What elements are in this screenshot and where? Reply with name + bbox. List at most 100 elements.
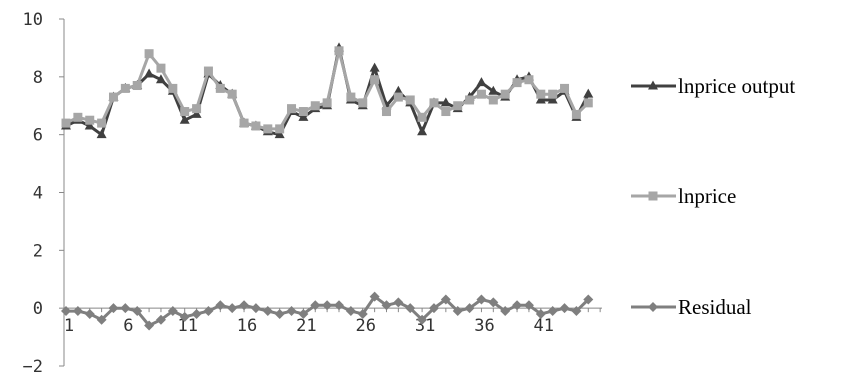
data-point-residual	[250, 303, 261, 314]
data-point-residual	[262, 306, 273, 317]
data-point-lnprice	[393, 92, 403, 102]
data-point-residual	[322, 300, 333, 311]
x-tick-label: 41	[534, 316, 554, 336]
data-point-residual	[203, 306, 214, 317]
series-line-lnprice	[65, 49, 590, 131]
data-point-lnprice-output	[179, 114, 190, 124]
data-point-lnprice-output	[369, 62, 380, 72]
data-point-lnprice	[287, 104, 297, 114]
data-point-residual	[286, 306, 297, 317]
legend-item-lnprice: lnprice	[631, 184, 736, 208]
legend-item-residual: Residual	[631, 295, 752, 319]
data-point-lnprice	[144, 49, 154, 59]
data-point-lnprice	[381, 107, 391, 117]
data-point-lnprice-output	[96, 129, 107, 139]
data-point-residual	[239, 300, 250, 311]
y-tick-label: 2	[33, 241, 43, 261]
data-point-lnprice	[263, 124, 273, 134]
y-axis: −2 0 2 4 6 8 10	[23, 10, 65, 374]
data-point-lnprice	[298, 107, 308, 117]
data-point-residual	[72, 306, 83, 317]
x-tick-label: 21	[296, 316, 316, 336]
x-tick-label: 16	[237, 316, 257, 336]
data-point-residual	[96, 314, 107, 325]
data-point-residual	[381, 300, 392, 311]
data-point-lnprice	[203, 66, 213, 76]
data-point-lnprice	[251, 121, 261, 131]
data-point-residual	[440, 294, 451, 305]
data-point-residual	[417, 314, 428, 325]
data-point-residual	[512, 300, 523, 311]
data-point-residual	[357, 308, 368, 319]
data-point-lnprice-output	[417, 126, 428, 136]
data-point-lnprice	[358, 98, 368, 108]
y-tick-label: 6	[33, 126, 43, 146]
legend-label: lnprice	[678, 184, 736, 208]
data-point-lnprice	[441, 107, 451, 117]
data-point-lnprice	[417, 112, 427, 122]
data-point-residual	[452, 306, 463, 317]
data-point-lnprice	[180, 107, 190, 117]
data-point-lnprice	[120, 83, 130, 93]
data-point-lnprice	[370, 75, 380, 85]
y-tick-label: 0	[33, 299, 43, 319]
data-point-lnprice-output	[298, 111, 309, 121]
data-point-residual	[393, 297, 404, 308]
data-point-residual	[535, 308, 546, 319]
data-point-residual	[298, 308, 309, 319]
data-point-residual	[334, 300, 345, 311]
data-point-residual	[500, 306, 511, 317]
data-point-lnprice	[215, 83, 225, 93]
legend-marker	[648, 80, 658, 90]
data-point-residual	[108, 303, 119, 314]
data-point-lnprice-output	[488, 85, 499, 95]
data-point-lnprice	[61, 118, 71, 128]
data-point-lnprice	[429, 98, 439, 108]
data-point-lnprice	[73, 112, 83, 122]
legend: lnprice output lnprice Residual	[631, 74, 795, 319]
data-point-residual	[227, 303, 238, 314]
data-point-residual	[274, 308, 285, 319]
data-point-residual	[523, 300, 534, 311]
y-tick-label: 4	[33, 184, 43, 204]
data-point-lnprice	[560, 83, 570, 93]
data-point-lnprice	[536, 89, 546, 99]
data-point-residual	[167, 306, 178, 317]
data-point-lnprice-output	[393, 85, 404, 95]
data-point-lnprice	[465, 95, 475, 105]
data-point-lnprice-output	[440, 97, 451, 107]
data-point-lnprice	[97, 118, 107, 128]
legend-item-lnprice-output: lnprice output	[631, 74, 795, 98]
data-point-lnprice	[346, 92, 356, 102]
data-point-residual	[476, 294, 487, 305]
data-point-lnprice	[571, 109, 581, 119]
x-tick-label: 1	[64, 316, 74, 336]
x-axis: 1 6 11 16 21 26 31 36 41	[64, 307, 602, 336]
data-point-lnprice	[192, 104, 202, 114]
data-point-lnprice	[168, 83, 178, 93]
data-point-residual	[132, 306, 143, 317]
data-point-lnprice	[310, 101, 320, 111]
data-point-residual	[179, 311, 190, 322]
data-point-lnprice	[583, 98, 593, 108]
x-tick-label: 6	[123, 316, 133, 336]
data-point-residual	[191, 308, 202, 319]
data-point-lnprice	[512, 78, 522, 88]
data-point-lnprice-output	[547, 94, 558, 104]
data-point-lnprice-output	[583, 88, 594, 98]
data-point-residual	[583, 294, 594, 305]
data-point-residual	[120, 303, 131, 314]
data-point-residual	[428, 303, 439, 314]
data-point-lnprice-output	[191, 108, 202, 118]
data-point-lnprice	[405, 95, 415, 105]
data-point-lnprice	[548, 89, 558, 99]
y-tick-label: 8	[33, 68, 43, 88]
data-point-residual	[488, 297, 499, 308]
data-point-residual	[405, 303, 416, 314]
data-point-residual	[547, 306, 558, 317]
data-point-residual	[571, 306, 582, 317]
data-point-lnprice	[334, 46, 344, 56]
data-point-lnprice	[239, 118, 249, 128]
data-point-lnprice-output	[144, 68, 155, 78]
